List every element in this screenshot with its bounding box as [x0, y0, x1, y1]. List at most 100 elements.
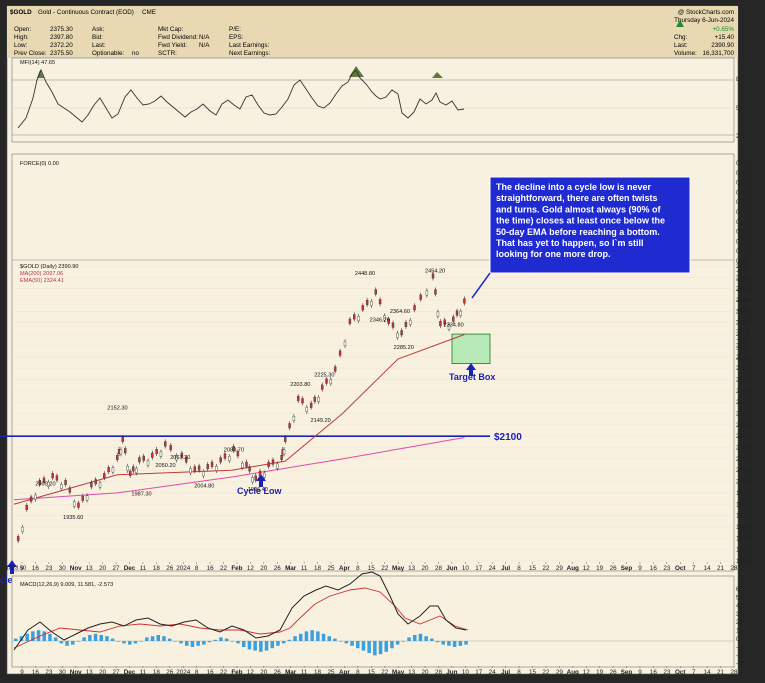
- callout-box: [489, 176, 691, 274]
- prev-close-value: 2375.50: [50, 50, 73, 57]
- x-tick: 13: [408, 669, 416, 676]
- macd-hist-bar: [452, 641, 457, 647]
- chg-value: +15.40: [715, 34, 735, 41]
- price-candle: [159, 451, 163, 457]
- quote-date: Thursday 6-Jun-2024: [674, 17, 734, 24]
- price-candle: [404, 321, 408, 327]
- macd-tick: 10: [736, 629, 743, 635]
- x-tick: Aug: [567, 565, 579, 572]
- macd-hist-bar: [247, 641, 252, 650]
- fwd-dividend-label: Fwd Dividend:: [158, 34, 198, 41]
- x-tick: 9: [20, 669, 24, 676]
- x-tick: 27: [113, 669, 121, 676]
- low-label: Low:: [14, 42, 28, 49]
- macd-hist-bar: [430, 638, 434, 641]
- x-tick: 20: [99, 565, 107, 572]
- macd-hist-bar: [361, 641, 366, 651]
- macd-axis: 60 50 40 30 20 10 0 -10 -20 -30: [736, 587, 745, 668]
- macd-hist-bar: [139, 641, 143, 642]
- price-candle: [38, 480, 41, 485]
- price-annotation: 2152.30: [107, 405, 127, 411]
- x-axis-bottom: 9 16 23 30 Nov 13 20 27 Dec 11 18 26 2024 8 16 22 Feb 12 2…: [20, 666, 738, 676]
- force-label: FORCE(0) 0.00: [20, 161, 59, 167]
- macd-hist-bar: [162, 636, 166, 641]
- macd-tick: 50: [736, 595, 743, 601]
- macd-hist-bar: [287, 639, 292, 641]
- legend-gold: $GOLD (Daily) 2390.90: [20, 264, 78, 270]
- x-tick: 20: [260, 565, 268, 572]
- price-candle: [81, 495, 84, 501]
- macd-hist-bar: [230, 641, 235, 642]
- price-annotation: 2004.80: [194, 483, 214, 489]
- x-tick: 26: [166, 669, 174, 676]
- x-tick: Nov: [70, 669, 82, 676]
- price-tick: 2250: [736, 366, 750, 372]
- x-tick: 11: [301, 565, 308, 572]
- price-candle: [374, 289, 377, 295]
- macd-hist-bar: [65, 641, 69, 646]
- price-candle: [146, 460, 150, 466]
- price-candle: [119, 449, 123, 455]
- macd-hist-bar: [179, 641, 183, 644]
- cycle-low-arrow-icon: [256, 474, 266, 487]
- force-tick: 0.35: [736, 190, 748, 196]
- price-candle: [180, 452, 184, 458]
- price-candle: [343, 341, 347, 347]
- macd-hist-bar: [88, 635, 92, 641]
- x-tick: 26: [166, 565, 174, 572]
- price-candle: [21, 526, 24, 532]
- price-candle: [391, 322, 395, 328]
- last2-value: 2390.90: [711, 42, 734, 49]
- callout-pointer: [471, 272, 491, 299]
- price-candle: [169, 445, 173, 451]
- price-annotation: 1987.30: [131, 491, 151, 497]
- macd-hist-bar: [156, 635, 160, 641]
- price-candle: [193, 466, 197, 472]
- up-arrow-icon: [676, 20, 684, 27]
- price-candle: [126, 465, 129, 471]
- macd-hist-bar: [264, 641, 269, 651]
- last-earnings-label: Last Earnings:: [229, 42, 270, 49]
- price-candle: [292, 416, 296, 421]
- macd-hist-bar: [93, 633, 98, 641]
- x-tick: Mar: [285, 565, 297, 572]
- x-tick: 20: [99, 669, 107, 676]
- price-annotation: 2203.80: [290, 382, 310, 388]
- price-candle: [210, 461, 214, 467]
- macd-hist-bar: [344, 641, 349, 644]
- x-tick: 22: [542, 669, 550, 676]
- target-arrow-icon: [466, 363, 476, 376]
- x-tick: 2024: [176, 565, 191, 572]
- legend-ma200: MA(200) 2097.06: [20, 271, 63, 277]
- macd-hist-bar: [110, 638, 115, 641]
- x-tick: Oct: [675, 565, 686, 572]
- force-tick: -0.40: [736, 337, 750, 343]
- last2-label: Last:: [674, 42, 688, 49]
- macd-label: MACD(12,26,9) 9.009, 11.581, -2.573: [20, 582, 113, 588]
- macd-hist-bar: [253, 641, 257, 651]
- x-tick: Apr: [339, 565, 350, 572]
- price-tick: 2175: [736, 400, 750, 406]
- x-tick: Feb: [231, 565, 242, 572]
- chg-label: Chg:: [674, 34, 688, 41]
- price-candle: [197, 465, 201, 471]
- x-tick: Dec: [124, 565, 136, 572]
- level-2100-label: $2100: [494, 432, 522, 443]
- price-series-layer: [13, 271, 466, 544]
- price-candle: [463, 298, 466, 304]
- price-candle: [297, 396, 300, 401]
- mfi-tick-80: 80: [736, 77, 743, 83]
- force-tick: -0.05: [736, 269, 750, 275]
- macd-hist-bar: [418, 633, 423, 641]
- price-candle: [94, 479, 97, 485]
- price-candle: [236, 451, 240, 457]
- macd-tick: 40: [736, 604, 743, 610]
- price-candle: [309, 402, 313, 408]
- price-annotation: 2346.20: [370, 317, 390, 323]
- force-tick: 0.40: [736, 181, 748, 187]
- macd-hist-bar: [99, 635, 103, 641]
- price-candle: [333, 366, 337, 372]
- x-tick: 13: [86, 669, 94, 676]
- x-tick: 12: [583, 669, 591, 676]
